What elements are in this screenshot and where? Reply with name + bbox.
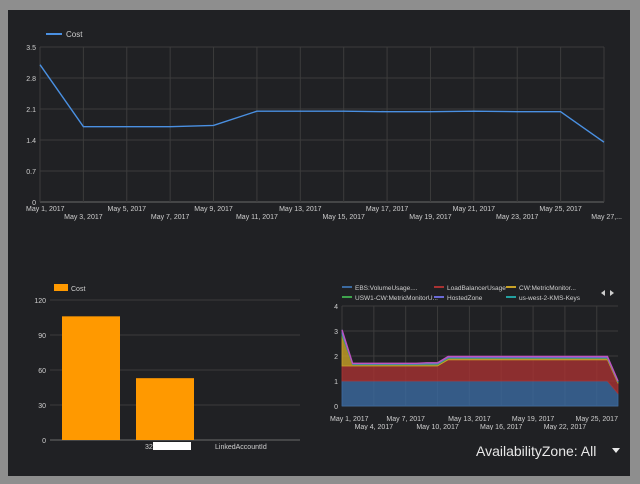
legend-label: Cost	[66, 30, 83, 39]
x-tick-label: May 1, 2017	[330, 416, 369, 423]
x-tick-label: May 22, 2017	[544, 424, 587, 430]
x-tick-label: May 9, 2017	[194, 206, 233, 213]
legend-label: CW:MetricMonitor...	[519, 285, 576, 292]
x-tick-label: May 27,...	[591, 214, 622, 221]
legend-label: EBS:VolumeUsage....	[355, 285, 418, 292]
cost-bar-chart: 0 30 60 90 120 32 LinkedAccountId Cost	[34, 284, 300, 451]
bar	[62, 316, 120, 440]
y-tick-label: 90	[38, 333, 46, 340]
y-tick-label: 0.7	[26, 169, 36, 176]
x-tick-label: May 1, 2017	[26, 206, 65, 213]
y-tick-label: 0	[32, 200, 36, 207]
y-tick-label: 0	[42, 438, 46, 445]
legend-label: USW1-CW:MetricMonitorU...	[355, 295, 438, 302]
legend-label: Cost	[71, 286, 85, 293]
x-tick-label: May 19, 2017	[409, 214, 452, 221]
legend-label: us-west-2-KMS-Keys	[519, 295, 581, 302]
x-tick-label: May 7, 2017	[386, 416, 425, 423]
legend-label: HostedZone	[447, 295, 483, 302]
x-category-label: LinkedAccountId	[215, 444, 267, 451]
x-tick-label: May 11, 2017	[236, 214, 278, 221]
y-tick-label: 3.5	[26, 45, 36, 52]
x-tick-label: May 21, 2017	[453, 206, 496, 213]
availability-zone-filter[interactable]: AvailabilityZone: All	[476, 443, 597, 459]
y-tick-label: 3	[334, 329, 338, 336]
bar	[136, 378, 194, 440]
area-series	[341, 380, 619, 407]
x-tick-label: May 3, 2017	[64, 214, 103, 221]
legend-swatch	[54, 284, 68, 291]
x-tick-label: May 25, 2017	[539, 206, 582, 213]
x-category-label: 32	[145, 444, 153, 451]
redacted-box	[153, 442, 191, 450]
x-tick-label: May 13, 2017	[448, 416, 491, 423]
y-tick-label: 1.4	[26, 138, 36, 145]
x-tick-label: May 16, 2017	[480, 424, 523, 430]
y-tick-label: 60	[38, 368, 46, 375]
x-tick-label: May 19, 2017	[512, 416, 555, 423]
legend-prev-icon[interactable]	[601, 290, 605, 296]
area-top-line	[341, 329, 619, 382]
x-tick-label: May 17, 2017	[366, 206, 409, 213]
chevron-down-icon[interactable]	[612, 448, 620, 453]
y-tick-label: 2.8	[26, 76, 36, 83]
y-tick-label: 120	[34, 298, 46, 305]
x-tick-label: May 7, 2017	[151, 214, 190, 221]
dashboard-panel: 0 0.7 1.4 2.1 2.8 3.5 May 1, 2017 May 3, 2017 Ma…	[8, 10, 630, 476]
cost-series-line	[39, 64, 605, 143]
legend-next-icon[interactable]	[610, 290, 614, 296]
y-tick-label: 2.1	[26, 107, 36, 114]
x-tick-label: May 5, 2017	[108, 206, 147, 213]
x-tick-label: May 23, 2017	[496, 214, 539, 221]
x-tick-label: May 4, 2017	[355, 424, 394, 430]
y-tick-label: 1	[334, 379, 338, 386]
legend-label: LoadBalancerUsage	[447, 285, 506, 292]
x-tick-label: May 13, 2017	[279, 206, 322, 213]
x-tick-label: May 10, 2017	[416, 424, 459, 430]
x-tick-label: May 25, 2017	[576, 416, 619, 423]
x-tick-label: May 15, 2017	[322, 214, 365, 221]
y-tick-label: 0	[334, 404, 338, 411]
y-tick-label: 30	[38, 403, 46, 410]
y-tick-label: 4	[334, 304, 338, 311]
y-tick-label: 2	[334, 354, 338, 361]
